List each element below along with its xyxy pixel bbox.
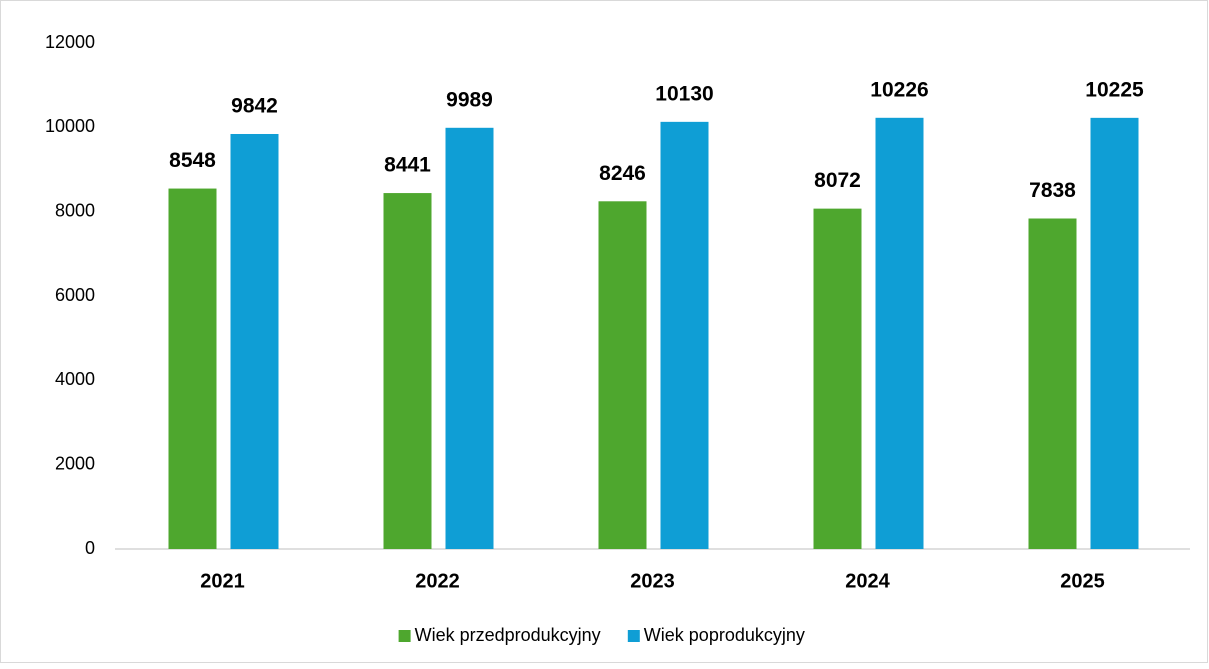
y-tick-label: 8000 xyxy=(55,200,95,220)
y-tick-label: 10000 xyxy=(45,116,95,136)
y-tick-label: 2000 xyxy=(55,453,95,473)
y-tick-label: 4000 xyxy=(55,369,95,389)
bar xyxy=(813,208,862,549)
legend-label: Wiek poprodukcyjny xyxy=(644,625,805,645)
bar xyxy=(230,133,279,549)
bar xyxy=(598,201,647,549)
bar xyxy=(1028,218,1077,549)
x-tick-label: 2024 xyxy=(845,570,890,592)
bar xyxy=(1090,117,1139,550)
x-tick-label: 2021 xyxy=(200,570,245,592)
data-label: 10130 xyxy=(655,82,713,105)
y-tick-label: 6000 xyxy=(55,285,95,305)
x-tick-label: 2025 xyxy=(1060,570,1105,592)
data-label: 7838 xyxy=(1029,179,1076,202)
data-label: 8072 xyxy=(814,169,861,192)
legend-swatch xyxy=(627,630,640,642)
data-label: 8548 xyxy=(169,149,216,172)
legend-label: Wiek przedprodukcyjny xyxy=(415,625,601,645)
bar xyxy=(383,193,432,549)
y-tick-label: 12000 xyxy=(45,32,95,52)
x-tick-label: 2023 xyxy=(630,570,675,592)
y-tick-label: 0 xyxy=(85,538,95,558)
bar xyxy=(445,127,494,549)
data-label: 10226 xyxy=(870,78,928,101)
data-label: 8246 xyxy=(599,162,646,185)
data-label: 10225 xyxy=(1085,78,1144,101)
bar xyxy=(168,188,217,549)
legend-swatch xyxy=(398,630,411,642)
data-label: 9842 xyxy=(231,95,278,118)
data-label: 8441 xyxy=(384,154,431,177)
bar xyxy=(875,117,924,550)
data-label: 9989 xyxy=(446,88,493,111)
bar xyxy=(660,121,709,549)
x-tick-label: 2022 xyxy=(415,570,460,592)
